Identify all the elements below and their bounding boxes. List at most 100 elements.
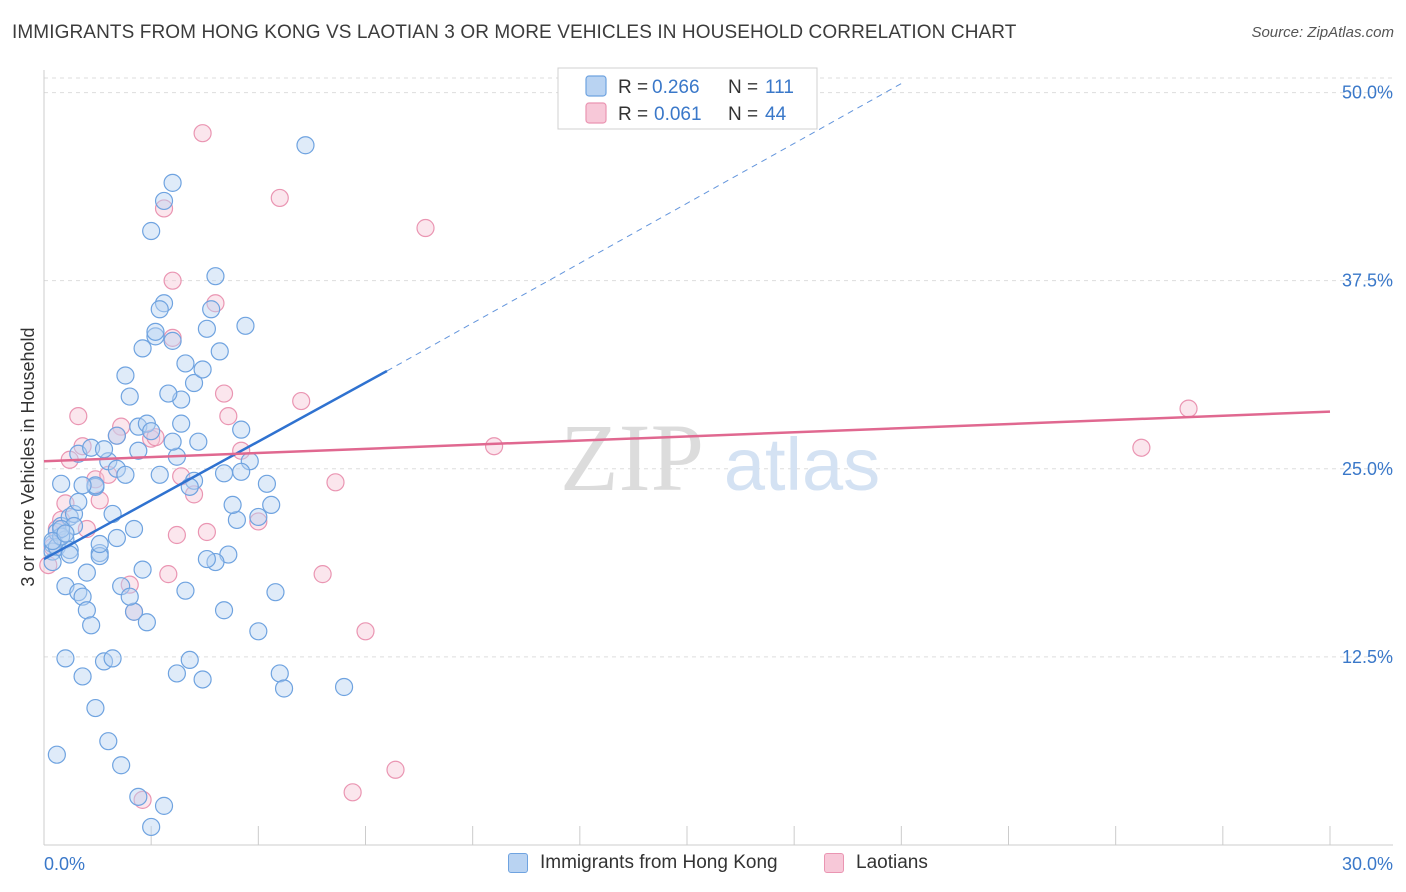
point-hong-kong[interactable] — [214, 464, 234, 483]
point-hong-kong[interactable] — [232, 420, 251, 439]
point-hong-kong[interactable] — [86, 476, 105, 495]
point-hong-kong[interactable] — [69, 492, 88, 511]
point-laotians[interactable] — [1179, 399, 1198, 418]
point-hong-kong[interactable] — [120, 587, 139, 606]
point-laotians[interactable] — [167, 525, 186, 545]
point-hong-kong[interactable] — [197, 549, 216, 569]
point-hong-kong[interactable] — [176, 354, 195, 373]
point-hong-kong[interactable] — [129, 787, 148, 806]
point-hong-kong[interactable] — [73, 587, 92, 606]
point-hong-kong[interactable] — [146, 327, 165, 346]
point-hong-kong[interactable] — [124, 602, 144, 621]
point-laotians[interactable] — [163, 271, 182, 290]
point-hong-kong[interactable] — [274, 679, 294, 698]
point-hong-kong[interactable] — [120, 387, 139, 406]
point-laotians[interactable] — [356, 622, 375, 641]
point-hong-kong[interactable] — [232, 462, 251, 481]
point-laotians[interactable] — [313, 565, 332, 584]
point-hong-kong[interactable] — [73, 667, 92, 686]
point-hong-kong[interactable] — [142, 422, 161, 441]
point-hong-kong[interactable] — [270, 664, 289, 683]
point-hong-kong[interactable] — [142, 817, 161, 837]
point-hong-kong[interactable] — [176, 581, 195, 600]
point-hong-kong[interactable] — [180, 477, 199, 496]
legend-item-laotians[interactable]: Laotians — [824, 852, 928, 874]
point-hong-kong[interactable] — [334, 677, 354, 697]
point-hong-kong[interactable] — [137, 613, 156, 632]
point-hong-kong[interactable] — [227, 510, 246, 530]
point-laotians[interactable] — [326, 473, 345, 492]
point-hong-kong[interactable] — [163, 173, 182, 192]
point-hong-kong[interactable] — [266, 583, 285, 602]
point-hong-kong[interactable] — [133, 339, 152, 358]
point-hong-kong[interactable] — [43, 552, 62, 572]
point-hong-kong[interactable] — [189, 432, 208, 451]
point-laotians[interactable] — [386, 760, 405, 779]
point-hong-kong[interactable] — [56, 649, 75, 668]
point-hong-kong[interactable] — [86, 698, 105, 718]
point-hong-kong[interactable] — [257, 474, 277, 493]
point-hong-kong[interactable] — [197, 319, 216, 338]
point-hong-kong[interactable] — [159, 384, 178, 403]
point-hong-kong[interactable] — [214, 601, 234, 620]
point-laotians[interactable] — [69, 407, 88, 426]
point-laotians[interactable] — [159, 565, 178, 584]
point-hong-kong[interactable] — [107, 528, 126, 548]
point-laotians[interactable] — [416, 218, 435, 238]
point-hong-kong[interactable] — [296, 136, 315, 155]
point-laotians[interactable] — [154, 199, 174, 218]
point-hong-kong[interactable] — [163, 331, 182, 350]
point-hong-kong[interactable] — [112, 756, 131, 775]
point-laotians[interactable] — [90, 491, 109, 510]
point-laotians[interactable] — [343, 783, 362, 802]
point-laotians[interactable] — [193, 124, 212, 143]
point-hong-kong[interactable] — [236, 316, 255, 335]
point-hong-kong[interactable] — [56, 524, 75, 543]
point-hong-kong[interactable] — [129, 441, 148, 460]
point-hong-kong[interactable] — [103, 504, 122, 524]
point-hong-kong[interactable] — [52, 474, 71, 493]
point-hong-kong[interactable] — [163, 432, 182, 451]
point-hong-kong[interactable] — [193, 670, 212, 689]
point-hong-kong[interactable] — [172, 414, 191, 433]
point-laotians[interactable] — [292, 391, 311, 411]
point-hong-kong[interactable] — [262, 495, 281, 515]
point-laotians[interactable] — [270, 188, 289, 208]
point-laotians[interactable] — [219, 407, 238, 426]
point-hong-kong[interactable] — [142, 221, 161, 241]
point-hong-kong[interactable] — [249, 507, 268, 527]
point-hong-kong[interactable] — [180, 650, 199, 670]
point-hong-kong[interactable] — [167, 664, 186, 683]
point-hong-kong[interactable] — [202, 300, 221, 319]
point-hong-kong[interactable] — [124, 519, 144, 539]
point-hong-kong[interactable] — [150, 465, 169, 484]
point-hong-kong[interactable] — [82, 616, 101, 635]
point-hong-kong[interactable] — [77, 601, 96, 620]
point-hong-kong[interactable] — [154, 796, 174, 815]
point-laotians[interactable] — [197, 522, 216, 542]
point-hong-kong[interactable] — [193, 360, 212, 379]
legend-item-hong-kong[interactable]: Immigrants from Hong Kong — [508, 852, 778, 874]
point-hong-kong[interactable] — [223, 495, 242, 515]
point-hong-kong[interactable] — [210, 342, 229, 361]
point-laotians[interactable] — [485, 437, 504, 456]
point-hong-kong[interactable] — [206, 267, 225, 286]
point-hong-kong[interactable] — [99, 732, 118, 751]
point-laotians[interactable] — [1132, 438, 1151, 457]
point-hong-kong[interactable] — [103, 649, 122, 668]
point-hong-kong[interactable] — [116, 465, 135, 484]
point-hong-kong[interactable] — [77, 563, 96, 582]
point-laotians[interactable] — [249, 512, 268, 531]
point-hong-kong[interactable] — [116, 366, 135, 385]
point-laotians[interactable] — [214, 384, 234, 403]
point-hong-kong[interactable] — [73, 476, 92, 495]
point-hong-kong[interactable] — [90, 534, 109, 554]
point-hong-kong[interactable] — [94, 440, 114, 459]
point-hong-kong[interactable] — [184, 373, 204, 393]
point-hong-kong[interactable] — [133, 560, 152, 579]
point-hong-kong[interactable] — [47, 745, 66, 764]
point-hong-kong[interactable] — [107, 426, 126, 445]
point-hong-kong[interactable] — [154, 191, 174, 211]
point-hong-kong[interactable] — [249, 622, 268, 641]
point-hong-kong[interactable] — [146, 322, 165, 341]
